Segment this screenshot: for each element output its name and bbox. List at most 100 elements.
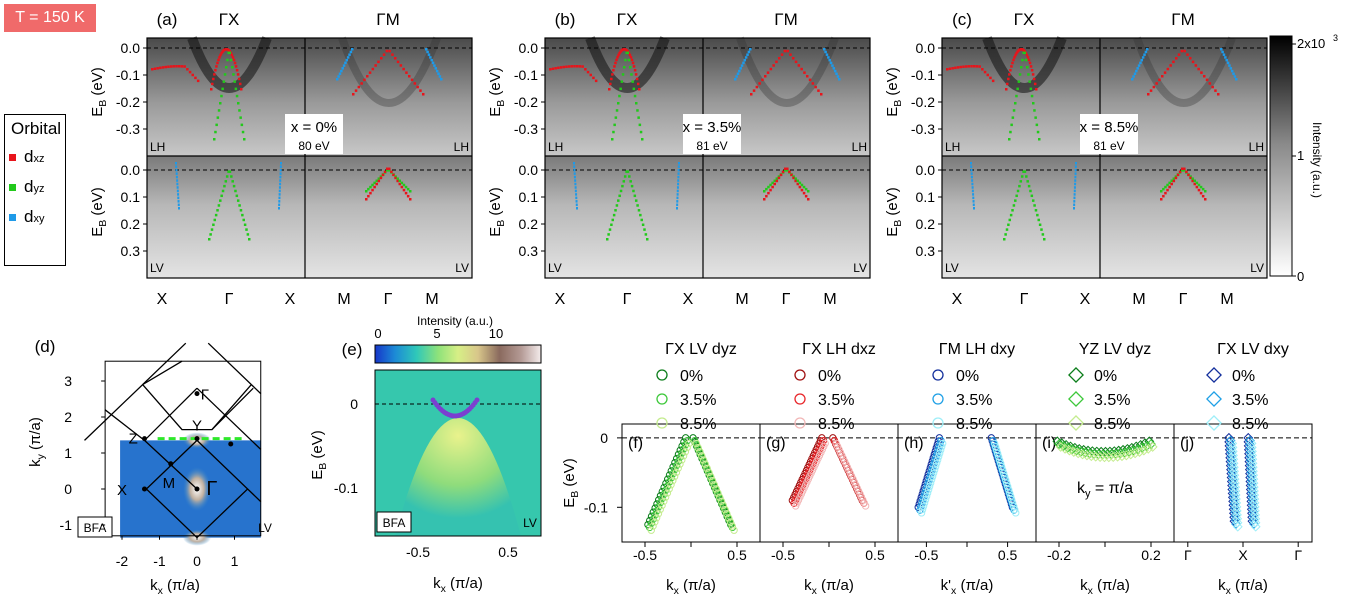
legend-marker [1068,367,1084,383]
dxy-point [573,162,575,165]
dyz-point [1023,51,1027,55]
annotation-ky: ky = π/a [1077,480,1133,500]
dxz-point [565,65,568,68]
x-tick-label: 0.5 [498,544,518,560]
dyz-point [1020,175,1024,178]
dyz-point [613,123,616,127]
data-point [712,485,720,493]
temperature-badge: T = 150 K [4,4,96,32]
dxy-point [574,179,577,182]
dxy-point [832,67,836,70]
dxy-point [824,50,827,54]
bz-boundary [142,342,262,431]
dyz-point [238,204,241,207]
dyz-point [238,109,241,112]
data-point [932,459,941,467]
data-point [1011,505,1019,514]
dyz-point [773,179,776,183]
doping-box [285,114,343,154]
orbital-legend: Orbital dxz dyz dxy [4,114,66,266]
data-point [1130,448,1141,459]
x-tick-label: -0.5 [771,547,795,563]
x-tick-label: M [1220,291,1233,308]
dxz-point [220,51,223,55]
dxz-point [1035,88,1038,91]
dxz-point [1204,198,1207,201]
legend-marker [932,369,944,381]
x-tick-label: Γ [782,291,791,308]
dxy-point [434,67,438,70]
dxz-point [175,65,178,68]
dyz-point [641,138,644,141]
dyz-point [614,209,617,212]
data-point [1073,448,1084,459]
legend-label-dxz: d [24,147,34,166]
dxz-point [1163,71,1167,74]
dyz-point [394,175,397,178]
data-point [1002,479,1011,487]
dxz-point [764,75,767,78]
data-point [935,449,944,458]
dyz-point [1023,170,1027,173]
data-point [707,472,715,481]
dyz-point [1014,102,1017,105]
dyz-point [1012,109,1016,112]
dxz-point [416,85,419,89]
dyz-point [1036,130,1040,134]
bfa-tag-box [77,516,113,538]
dyz-point [1183,169,1186,172]
data-point [660,497,668,505]
dxz-point [786,49,789,53]
dxy-point [574,189,577,193]
dxy-point [970,168,973,172]
x-tick-label: -0.5 [633,547,657,563]
dyz-point [220,194,223,198]
x-tick-label: Γ [623,291,632,308]
dyz-point [1041,233,1045,236]
dxz-point [769,188,772,192]
polarization-label: LH [852,140,867,154]
x-tick-label: X [683,291,694,308]
dxz-point [368,71,372,74]
dxz-point [573,65,576,68]
data-point [920,499,929,507]
data-point [933,456,942,464]
dxy-point [435,69,439,73]
dyz-point [636,204,639,207]
data-point [1250,521,1261,532]
dxz-point [783,167,787,171]
dxz-point [382,53,386,56]
data-point [676,460,684,468]
dxz-point [216,61,219,65]
y-tick-label: 1 [64,445,72,461]
dxz-point [800,188,804,192]
dxz-point [357,85,361,89]
data-point [647,526,655,534]
data-point [649,522,657,530]
dxz-point [381,173,385,177]
legend-item-dyz: dyz [9,177,44,199]
dyz-point [209,233,212,236]
dxz-point [231,56,235,59]
dxy-point [573,172,576,175]
y-tick-label: 0.3 [519,243,539,259]
dxy-point [344,61,347,65]
data-point [694,443,702,452]
dyz-point [1016,189,1020,193]
dxz-point [1175,57,1178,60]
colorbar-tick: 0 [374,326,381,341]
dyz-point [243,223,247,227]
dxz-point [804,194,808,198]
data-point [997,462,1006,471]
dxz-point [800,67,803,71]
dxz-point [1185,170,1188,174]
dxz-point [1200,71,1203,74]
dxz-point [612,68,615,72]
dxz-point [986,73,989,77]
dxz-point [1009,68,1012,72]
dxz-point [586,70,590,74]
legend-marker [1206,367,1222,383]
dxz-point [1170,182,1173,186]
dyz-point [629,180,632,183]
dxy-point [337,75,340,78]
